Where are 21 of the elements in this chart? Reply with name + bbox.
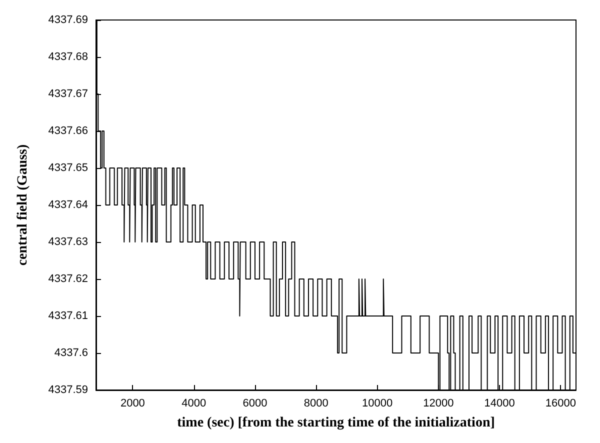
x-tick-label: 2000 <box>120 398 145 410</box>
y-tick-label: 4337.65 <box>48 162 88 174</box>
y-tick-label: 4337.69 <box>48 14 88 26</box>
x-tick-label: 6000 <box>242 398 268 410</box>
x-tick-label: 10000 <box>362 398 393 410</box>
y-tick-label: 4337.64 <box>48 199 88 211</box>
y-tick-label: 4337.62 <box>48 273 88 285</box>
x-tick-label: 14000 <box>484 398 515 410</box>
y-tick-label: 4337.68 <box>48 51 88 63</box>
x-tick-label: 12000 <box>423 398 454 410</box>
y-tick-label: 4337.67 <box>48 88 88 100</box>
y-tick-label: 4337.59 <box>48 384 88 396</box>
x-tick-label: 16000 <box>545 398 576 410</box>
y-axis-title: central field (Gauss) <box>16 144 30 266</box>
y-tick-label: 4337.61 <box>48 310 88 322</box>
x-axis-title: time (sec) [from the starting time of the initialization] <box>177 416 495 430</box>
x-tick-label: 8000 <box>304 398 328 410</box>
y-tick-label: 4337.66 <box>48 125 88 137</box>
y-tick-label: 4337.6 <box>54 347 88 359</box>
y-tick-label: 4337.63 <box>48 236 88 248</box>
x-tick-label: 4000 <box>182 398 206 410</box>
